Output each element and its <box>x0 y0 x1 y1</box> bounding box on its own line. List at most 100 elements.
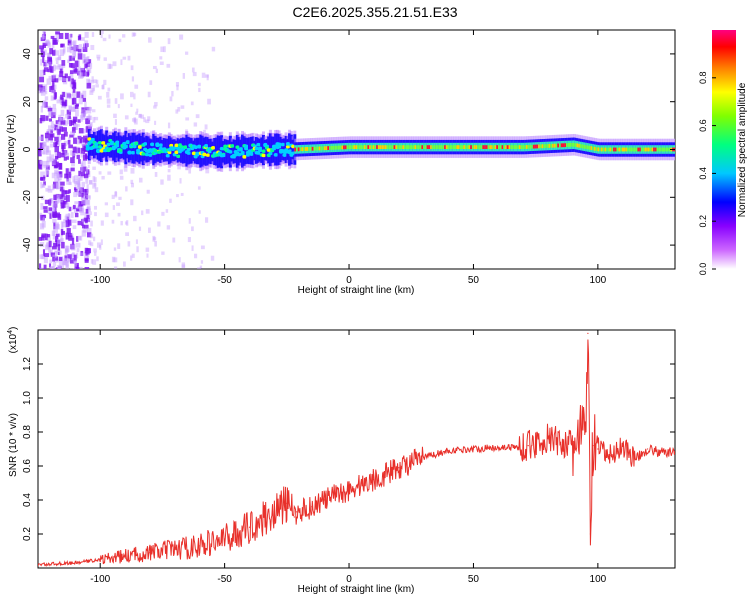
noise-mark <box>58 136 62 142</box>
ridge-core-mark <box>348 145 352 150</box>
noise-mark <box>40 151 46 155</box>
sparse-mark <box>134 84 139 89</box>
ridge-hot-mark <box>285 142 291 146</box>
sparse-mark <box>90 44 95 51</box>
noise-mark <box>76 264 79 269</box>
sparse-mark <box>88 180 93 185</box>
sparse-mark <box>152 237 157 241</box>
noise-mark <box>81 70 86 77</box>
ridge-core-mark <box>449 145 453 150</box>
ridge-hot-mark <box>155 143 160 147</box>
sparse-mark <box>93 79 97 83</box>
snr-data-point <box>74 562 76 564</box>
ridge-core-mark <box>296 147 300 152</box>
ridge-core-mark <box>351 145 355 150</box>
noise-mark <box>70 120 74 126</box>
sparse-mark <box>130 179 134 184</box>
ridge-core-mark <box>454 145 458 150</box>
sparse-mark <box>130 91 134 98</box>
sparse-mark <box>127 241 131 247</box>
noise-mark <box>55 194 60 198</box>
sparse-mark <box>190 101 194 106</box>
ridge-core-mark <box>654 147 658 152</box>
ridge-core-mark <box>346 145 350 150</box>
ridge-core-mark <box>539 144 543 149</box>
ridge-core-mark <box>609 147 613 152</box>
ridge-core-mark <box>437 145 441 150</box>
noise-mark <box>42 55 45 63</box>
ridge-hot-mark <box>261 153 266 158</box>
noise-mark <box>85 42 88 48</box>
sparse-mark <box>119 175 124 180</box>
noise-mark <box>41 144 47 148</box>
noise-mark <box>45 187 49 192</box>
snr-ylabel: SNR (10 * v/v) <box>8 413 19 477</box>
sparse-mark <box>206 74 209 81</box>
sparse-mark <box>130 182 134 188</box>
noise-mark <box>52 262 57 267</box>
noise-mark <box>51 230 56 237</box>
ridge-core-mark <box>546 144 550 148</box>
noise-mark <box>48 75 53 80</box>
snr-data-point <box>373 479 375 481</box>
ridge-core-mark <box>414 145 418 150</box>
noise-mark <box>72 176 75 183</box>
sparse-mark <box>113 257 118 263</box>
ridge-core-mark <box>363 145 367 150</box>
noise-mark <box>65 195 70 202</box>
noise-mark <box>52 103 57 109</box>
noise-mark <box>85 208 89 214</box>
noise-mark <box>42 42 48 46</box>
ridge-hot-mark <box>204 143 209 148</box>
noise-mark <box>60 43 64 48</box>
sparse-mark <box>112 61 117 67</box>
noise-mark <box>70 131 75 136</box>
ridge-hot-mark <box>193 145 198 150</box>
noise-mark <box>55 60 59 65</box>
noise-mark <box>57 64 62 68</box>
noise-mark <box>60 181 65 186</box>
ridge-core-mark <box>400 145 404 150</box>
ridge-core-mark <box>447 145 451 150</box>
noise-mark <box>72 97 77 105</box>
ridge-core-mark <box>480 145 484 150</box>
sparse-mark <box>97 95 102 100</box>
noise-mark <box>78 266 83 269</box>
noise-mark <box>74 180 77 187</box>
ridge-core-mark <box>498 145 502 150</box>
noise-mark <box>86 121 89 127</box>
snr-data-point <box>559 441 562 443</box>
ridge-band-mark <box>190 138 194 164</box>
ridge-core-mark <box>353 145 357 150</box>
noise-mark <box>50 138 54 143</box>
noise-mark <box>78 159 81 164</box>
sparse-mark <box>175 82 179 87</box>
noise-mark <box>39 268 44 269</box>
ridge-core-mark <box>585 145 589 149</box>
sparse-mark <box>201 72 206 78</box>
noise-mark <box>48 111 53 117</box>
ridge-core-mark <box>578 143 582 148</box>
noise-mark <box>41 35 45 40</box>
noise-mark <box>65 232 70 240</box>
snr-data-point <box>592 445 594 447</box>
noise-mark <box>85 126 89 133</box>
noise-mark <box>71 219 77 223</box>
noise-mark <box>46 145 49 153</box>
sparse-mark <box>148 227 151 233</box>
noise-mark <box>73 84 76 89</box>
sparse-mark <box>93 251 97 256</box>
ridge-core-mark <box>571 142 575 147</box>
colorbar-tick-label: 0.6 <box>698 119 708 132</box>
sparse-mark <box>155 68 158 74</box>
noise-mark <box>76 248 80 253</box>
noise-mark <box>52 266 55 269</box>
ridge-core-mark <box>574 143 578 147</box>
noise-mark <box>52 211 56 219</box>
ridge-band-mark <box>106 136 110 157</box>
noise-mark <box>63 46 66 53</box>
noise-mark <box>55 31 59 39</box>
noise-mark <box>81 109 86 116</box>
noise-mark <box>64 150 67 157</box>
sparse-mark <box>177 163 181 170</box>
